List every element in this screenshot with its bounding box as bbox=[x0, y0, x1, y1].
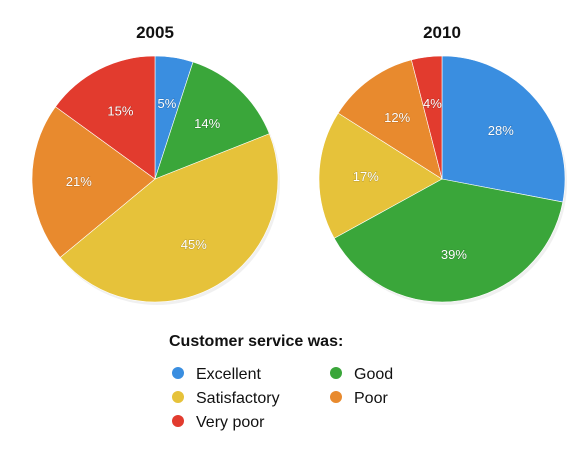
pie-chart-2010: 2010 28% 39% 17% 12% 4% bbox=[318, 23, 567, 305]
legend-swatch-very-poor bbox=[172, 415, 184, 427]
legend-item-poor: Poor bbox=[330, 390, 388, 407]
pie-slice-2010-good bbox=[333, 178, 564, 303]
pie-slice-2010-poor bbox=[337, 59, 443, 180]
slice-label-2005-very-poor: 15% bbox=[107, 104, 133, 119]
slice-label-2010-satisfactory: 17% bbox=[353, 169, 379, 184]
legend-label-poor: Poor bbox=[354, 390, 388, 407]
legend: Customer service was: Excellent Good Sat… bbox=[169, 333, 393, 431]
pie-slice-2005-very-poor bbox=[55, 55, 156, 180]
legend-item-good: Good bbox=[330, 366, 393, 383]
pie-slice-2005-poor bbox=[31, 106, 156, 258]
legend-swatch-good bbox=[330, 367, 342, 379]
slice-label-2010-very-poor: 4% bbox=[423, 96, 442, 111]
legend-label-satisfactory: Satisfactory bbox=[196, 390, 280, 407]
pie-title-2010: 2010 bbox=[423, 23, 461, 42]
slice-label-2005-excellent: 5% bbox=[158, 96, 177, 111]
pie-slices-2005 bbox=[31, 55, 279, 303]
legend-title: Customer service was: bbox=[169, 333, 343, 350]
legend-swatch-excellent bbox=[172, 367, 184, 379]
slice-label-2010-good: 39% bbox=[441, 247, 467, 262]
slice-label-2005-satisfactory: 45% bbox=[181, 237, 207, 252]
pie-chart-2005: 2005 5% 14% 45% 21% 15% bbox=[31, 23, 280, 305]
legend-item-very-poor: Very poor bbox=[172, 414, 265, 431]
pie-labels-2010: 28% 39% 17% 12% 4% bbox=[352, 95, 514, 262]
slice-label-2010-excellent: 28% bbox=[488, 123, 514, 138]
pie-title-2005: 2005 bbox=[136, 23, 174, 42]
pie-slices-2010 bbox=[318, 55, 566, 303]
slice-label-2005-good: 14% bbox=[194, 116, 220, 131]
pie-slice-2005-satisfactory bbox=[59, 133, 279, 303]
legend-item-excellent: Excellent bbox=[172, 366, 261, 383]
legend-label-good: Good bbox=[354, 366, 393, 383]
pie-slice-2005-good bbox=[154, 61, 270, 180]
legend-label-excellent: Excellent bbox=[196, 366, 261, 383]
legend-label-very-poor: Very poor bbox=[196, 414, 265, 431]
pie-slice-2010-very-poor bbox=[411, 55, 443, 180]
pie-slice-2010-excellent bbox=[441, 55, 566, 203]
pie-slice-2010-satisfactory bbox=[318, 112, 443, 239]
legend-item-satisfactory: Satisfactory bbox=[172, 390, 280, 407]
slice-label-2010-poor: 12% bbox=[384, 110, 410, 125]
legend-swatch-poor bbox=[330, 391, 342, 403]
pie-labels-2005: 5% 14% 45% 21% 15% bbox=[65, 96, 221, 253]
legend-swatch-satisfactory bbox=[172, 391, 184, 403]
slice-label-2005-poor: 21% bbox=[66, 174, 92, 189]
